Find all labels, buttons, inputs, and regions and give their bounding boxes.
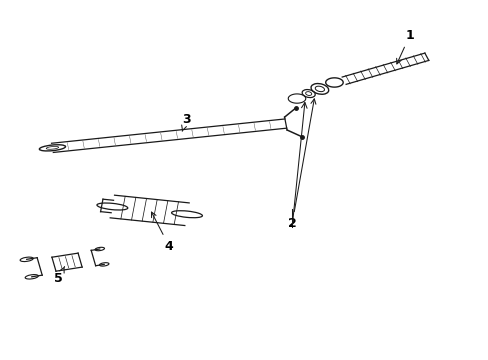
Text: 1: 1 [396,29,413,64]
Text: 2: 2 [287,99,315,230]
Text: 5: 5 [54,266,64,285]
Text: 4: 4 [151,212,173,253]
Text: 3: 3 [182,113,190,131]
